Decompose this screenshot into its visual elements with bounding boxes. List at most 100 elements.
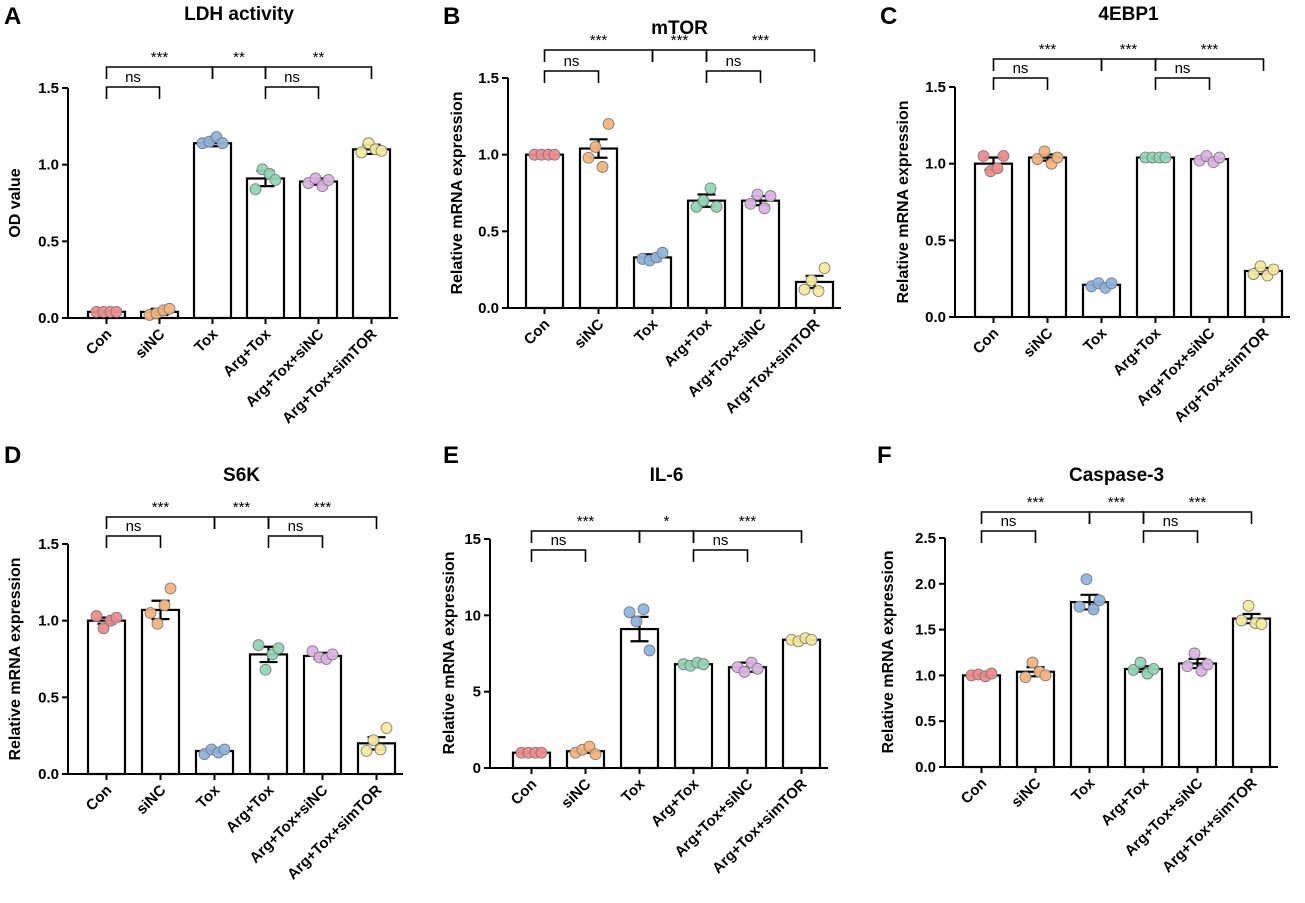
significance-bracket bbox=[980, 511, 1091, 524]
data-point bbox=[1026, 656, 1039, 669]
data-point bbox=[1181, 660, 1194, 673]
bar bbox=[298, 180, 339, 320]
significance-bracket bbox=[692, 530, 803, 543]
data-point bbox=[1087, 603, 1100, 616]
significance-label: ** bbox=[313, 49, 325, 66]
category-label: Tox bbox=[193, 781, 224, 812]
y-tick-label: 0.0 bbox=[38, 310, 59, 327]
significance-bracket bbox=[267, 516, 378, 529]
significance-label: ns bbox=[126, 518, 142, 535]
bar bbox=[351, 148, 392, 320]
category-label: siNC bbox=[558, 776, 594, 812]
data-point bbox=[764, 190, 777, 202]
category-label: siNC bbox=[571, 316, 607, 352]
data-point bbox=[1019, 671, 1032, 684]
category-label: siNC bbox=[133, 782, 169, 818]
significance-label: ns bbox=[1175, 60, 1191, 77]
panel-letter: F bbox=[877, 442, 892, 469]
data-point bbox=[1255, 618, 1268, 631]
y-tick-label: 0.5 bbox=[38, 689, 59, 706]
significance-bracket bbox=[705, 70, 762, 83]
data-point bbox=[355, 146, 368, 159]
y-tick-label: 5 bbox=[473, 684, 481, 701]
chart-title: LDH activity bbox=[184, 4, 294, 25]
category-label: Arg+Tox bbox=[661, 315, 716, 370]
data-point bbox=[110, 305, 123, 318]
y-tick-label: 1.0 bbox=[925, 156, 946, 173]
y-tick-label: 1.0 bbox=[478, 147, 499, 164]
data-point bbox=[272, 642, 285, 655]
data-point bbox=[252, 639, 265, 652]
data-point bbox=[602, 118, 615, 130]
y-tick-label: 2.0 bbox=[915, 576, 936, 593]
significance-label: *** bbox=[314, 499, 332, 516]
data-point bbox=[374, 743, 387, 756]
category-label: Con bbox=[508, 776, 541, 809]
chart-panel-e: E IL-6 Relative mRNA expression 0 5 10 15 Con si… bbox=[441, 442, 828, 877]
chart-title: Caspase-3 bbox=[1069, 465, 1164, 486]
data-point bbox=[1093, 594, 1106, 607]
significance-bracket bbox=[1154, 77, 1211, 90]
chart-panel-f: F Caspase-3 Relative mRNA expression 0.0 0.5… bbox=[877, 442, 1278, 876]
data-point bbox=[710, 200, 723, 213]
data-point bbox=[805, 274, 818, 287]
y-tick-label: 1.5 bbox=[38, 80, 59, 97]
significance-label: ns bbox=[125, 69, 141, 86]
data-point bbox=[1254, 260, 1267, 273]
significance-label: ns bbox=[551, 532, 567, 549]
y-tick-label: 0.5 bbox=[925, 232, 946, 249]
data-point bbox=[380, 722, 393, 734]
category-label: siNC bbox=[1008, 775, 1044, 811]
data-point bbox=[375, 144, 388, 157]
panel-letter: D bbox=[4, 442, 21, 469]
data-point bbox=[1073, 600, 1086, 613]
data-point bbox=[1213, 151, 1226, 164]
category-label: Arg+Tox+simTOR bbox=[722, 316, 823, 417]
panel-letter: A bbox=[4, 3, 21, 30]
data-point bbox=[697, 658, 710, 671]
y-tick-label: 0.5 bbox=[478, 223, 499, 240]
data-point bbox=[259, 663, 272, 676]
data-point bbox=[1267, 263, 1280, 276]
data-point bbox=[1147, 663, 1160, 675]
significance-label: *** bbox=[739, 513, 757, 530]
significance-label: ns bbox=[284, 69, 300, 86]
panel-letter: C bbox=[880, 3, 897, 30]
data-point bbox=[269, 174, 282, 186]
data-point bbox=[582, 151, 595, 164]
significance-label: ns bbox=[1001, 513, 1017, 530]
significance-label: ** bbox=[233, 49, 245, 66]
data-point bbox=[158, 599, 171, 612]
significance-label: *** bbox=[1120, 41, 1138, 58]
significance-bracket bbox=[105, 535, 162, 548]
y-tick-label: 0.0 bbox=[915, 759, 936, 776]
y-tick-label: 1.5 bbox=[478, 70, 499, 87]
category-label: Arg+Tox+simTOR bbox=[1159, 775, 1260, 876]
y-tick-label: 1.5 bbox=[38, 536, 59, 553]
significance-bracket bbox=[105, 516, 216, 529]
significance-label: ns bbox=[1013, 60, 1029, 77]
significance-label: ns bbox=[713, 532, 729, 549]
category-label: Tox bbox=[1068, 774, 1099, 805]
significance-bracket bbox=[980, 530, 1037, 543]
significance-label: *** bbox=[752, 32, 770, 49]
significance-label: *** bbox=[590, 32, 608, 49]
y-tick-label: 0 bbox=[473, 760, 481, 777]
category-label: Tox bbox=[1080, 324, 1111, 355]
significance-bracket bbox=[1142, 530, 1199, 543]
y-axis-label: OD value bbox=[7, 168, 24, 237]
data-point bbox=[218, 743, 231, 756]
significance-bracket bbox=[638, 530, 695, 543]
y-tick-label: 1.5 bbox=[915, 622, 936, 639]
significance-label: ns bbox=[1163, 513, 1179, 530]
y-tick-label: 0.5 bbox=[38, 233, 59, 250]
bar bbox=[524, 153, 565, 310]
significance-bracket bbox=[1088, 511, 1145, 524]
data-point bbox=[1031, 153, 1044, 165]
category-label: siNC bbox=[1020, 325, 1056, 361]
y-tick-label: 0.0 bbox=[478, 300, 499, 317]
category-label: Arg+Tox+simTOR bbox=[279, 326, 380, 427]
bar bbox=[302, 654, 343, 776]
data-point bbox=[216, 137, 229, 150]
